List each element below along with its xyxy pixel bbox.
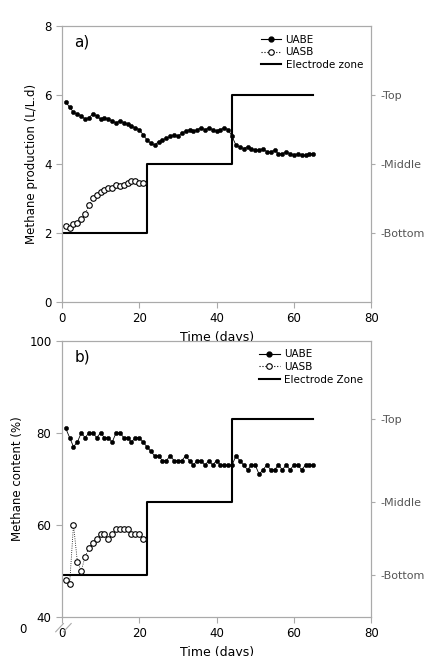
X-axis label: Time (days): Time (days)	[179, 331, 254, 344]
Text: a): a)	[74, 35, 90, 49]
X-axis label: Time (days): Time (days)	[179, 646, 254, 656]
Y-axis label: Methane production (L/L.d): Methane production (L/L.d)	[25, 84, 38, 244]
Text: 0: 0	[19, 623, 27, 636]
Text: b): b)	[74, 350, 90, 364]
Y-axis label: Methane content (%): Methane content (%)	[11, 417, 24, 541]
Legend: UABE, UASB, Electrode zone: UABE, UASB, Electrode zone	[257, 31, 366, 73]
Legend: UABE, UASB, Electrode Zone: UABE, UASB, Electrode Zone	[256, 346, 366, 388]
